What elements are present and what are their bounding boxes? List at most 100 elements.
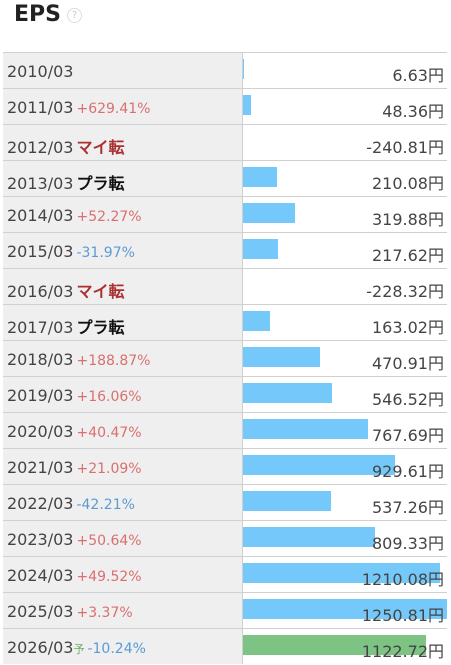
value-label: 163.02円 [372,318,444,337]
period-text: 2023/03 [7,530,74,549]
period: 2011/03 +629.41% [7,98,151,117]
bar [243,527,375,547]
row: 2018/03 +188.87% 470.91円 [3,340,447,376]
label-cell: 2015/03 -31.97% [3,233,243,268]
period: 2014/03 +52.27% [7,206,142,225]
bar [243,167,278,187]
change-note: +49.52% [76,569,142,585]
period-text: 2017/03 [7,318,74,337]
row: 2014/03 +52.27% 319.88円 [3,196,447,232]
period-text: 2012/03 [7,138,74,157]
period-text: 2018/03 [7,350,74,369]
row: 2015/03 -31.97% 217.62円 [3,232,447,268]
period-text: 2015/03 [7,242,74,261]
change-note: +52.27% [76,209,142,225]
change-note: +21.09% [76,461,142,477]
period-text: 2011/03 [7,98,74,117]
change-note: -31.97% [76,245,135,261]
row: 2011/03 +629.41% 48.36円 [3,88,447,124]
row: 2013/03 プラ転 210.08円 [3,160,447,196]
period-text: 2019/03 [7,386,74,405]
label-cell: 2017/03 プラ転 [3,305,243,340]
value-label: 1250.81円 [361,606,444,625]
value-label: 537.26円 [372,498,444,517]
change-note: マイ転 [76,138,125,157]
bar [243,311,270,331]
period: 2020/03 +40.47% [7,422,142,441]
label-cell: 2023/03 +50.64% [3,521,243,556]
bar [243,239,279,259]
row: 2016/03 マイ転 -228.32円 [3,268,447,304]
period-text: 2013/03 [7,174,74,193]
change-note: +629.41% [76,101,151,117]
label-cell: 2026/03予 -10.24% [3,629,243,664]
value-label: -240.81円 [366,138,444,157]
bar [243,347,320,367]
forecast-mark: 予 [73,643,85,656]
period-text: 2024/03 [7,566,74,585]
bar [243,635,427,655]
period-text: 2010/03 [7,62,74,81]
bar [243,563,441,583]
period-text: 2021/03 [7,458,74,477]
row: 2023/03 +50.64% 809.33円 [3,520,447,556]
value-label: 809.33円 [372,534,444,553]
label-cell: 2018/03 +188.87% [3,341,243,376]
value-label: 1122.72円 [361,642,444,661]
value-label: 6.63円 [392,66,444,85]
label-cell: 2014/03 +52.27% [3,197,243,232]
label-cell: 2016/03 マイ転 [3,269,243,304]
value-label: 767.69円 [372,426,444,445]
bar [243,203,296,223]
period-text: 2026/03 [7,638,74,657]
bar [243,95,251,115]
period-text: 2022/03 [7,494,74,513]
label-cell: 2019/03 +16.06% [3,377,243,412]
row: 2022/03 -42.21% 537.26円 [3,484,447,520]
value-label: 1210.08円 [361,570,444,589]
bar [243,455,395,475]
bar [243,419,369,439]
help-icon[interactable]: ? [67,8,82,23]
period: 2022/03 -42.21% [7,494,135,513]
change-note: -42.21% [76,497,135,513]
row: 2024/03 +49.52% 1210.08円 [3,556,447,592]
value-label: 929.61円 [372,462,444,481]
period-text: 2025/03 [7,602,74,621]
label-cell: 2024/03 +49.52% [3,557,243,592]
label-cell: 2012/03 マイ転 [3,125,243,160]
change-note: +16.06% [76,389,142,405]
change-note: -10.24% [87,641,146,657]
bar [243,383,333,403]
row: 2010/03 6.63円 [3,52,447,88]
change-note: +50.64% [76,533,142,549]
row: 2019/03 +16.06% 546.52円 [3,376,447,412]
row: 2020/03 +40.47% 767.69円 [3,412,447,448]
bar [243,599,447,619]
period: 2023/03 +50.64% [7,530,142,549]
bar [243,59,245,79]
period: 2018/03 +188.87% [7,350,151,369]
label-cell: 2022/03 -42.21% [3,485,243,520]
change-note: +3.37% [76,605,133,621]
period: 2021/03 +21.09% [7,458,142,477]
row: 2025/03 +3.37% 1250.81円 [3,592,447,628]
period: 2019/03 +16.06% [7,386,142,405]
change-note: +188.87% [76,353,151,369]
value-label: 546.52円 [372,390,444,409]
label-cell: 2025/03 +3.37% [3,593,243,628]
change-note: プラ転 [76,318,125,337]
value-label: 217.62円 [372,246,444,265]
row: 2021/03 +21.09% 929.61円 [3,448,447,484]
period-text: 2014/03 [7,206,74,225]
period-text: 2016/03 [7,282,74,301]
value-label: 319.88円 [372,210,444,229]
title: EPS [14,2,61,27]
period: 2024/03 +49.52% [7,566,142,585]
change-note: +40.47% [76,425,142,441]
period: 2010/03 [7,62,73,81]
row: 2012/03 マイ転 -240.81円 [3,124,447,160]
value-label: 470.91円 [372,354,444,373]
label-cell: 2010/03 [3,53,243,88]
